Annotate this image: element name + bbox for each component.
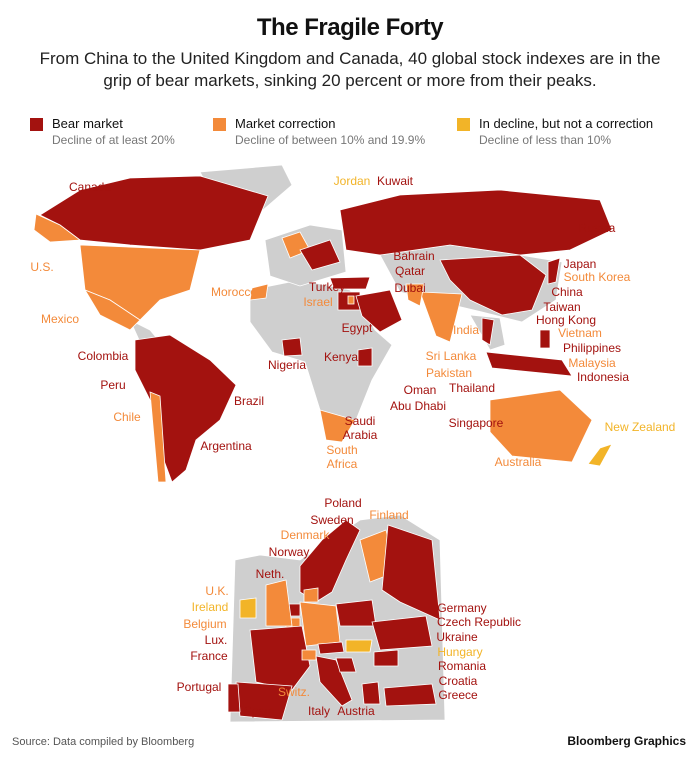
legend-swatch bbox=[30, 118, 43, 131]
country-label: Italy bbox=[307, 704, 331, 718]
country-label: Ireland bbox=[191, 600, 229, 614]
country-label: Portugal bbox=[176, 680, 222, 694]
legend-description: Decline of at least 20% bbox=[52, 133, 175, 147]
country-label: Sweden bbox=[310, 513, 354, 527]
country-label: Germany bbox=[437, 601, 487, 615]
country-label: Mexico bbox=[40, 312, 80, 326]
country-label: Kenya bbox=[323, 350, 359, 364]
source: Source: Data compiled by Bloomberg bbox=[12, 736, 195, 748]
country-label: Dubai bbox=[394, 281, 426, 295]
country-label: Denmark bbox=[280, 528, 330, 542]
country-label: Indonesia bbox=[576, 370, 630, 384]
legend-swatch bbox=[457, 118, 470, 131]
country-label: Poland bbox=[324, 496, 362, 510]
legend-label: Market correction bbox=[235, 116, 336, 131]
map bbox=[33, 164, 613, 723]
country-label: Czech Republic bbox=[436, 615, 522, 629]
legend-swatch bbox=[213, 118, 226, 131]
country-label: Peru bbox=[100, 378, 126, 392]
country-label: Thailand bbox=[448, 381, 496, 395]
country-label: Lux. bbox=[204, 633, 228, 647]
legend-description: Decline of less than 10% bbox=[479, 133, 612, 147]
legend-label: Bear market bbox=[52, 116, 123, 131]
shaded-countries bbox=[33, 175, 613, 721]
country-label: India bbox=[452, 323, 480, 337]
country-label: Colombia bbox=[77, 349, 129, 363]
country-label: Turkey bbox=[308, 280, 346, 294]
brand: Bloomberg Graphics bbox=[567, 734, 686, 748]
country-label: U.S. bbox=[30, 260, 54, 274]
country-label: Pakistan bbox=[425, 366, 473, 380]
country-label: Neth. bbox=[255, 567, 285, 581]
country-label: Nigeria bbox=[267, 358, 307, 372]
country-label: Chile bbox=[113, 410, 141, 424]
country-label: Vietnam bbox=[558, 326, 602, 340]
country-label: Jordan bbox=[333, 174, 371, 188]
country-label: Taiwan bbox=[543, 300, 581, 314]
country-label: U.K. bbox=[205, 584, 229, 598]
country-label: Brazil bbox=[233, 394, 265, 408]
country-label: Sri Lanka bbox=[425, 349, 477, 363]
country-label: Croatia bbox=[438, 674, 478, 688]
country-label: France bbox=[190, 649, 228, 663]
country-label: Bahrain bbox=[393, 249, 435, 263]
country-label: Saudi Arabia bbox=[342, 414, 378, 442]
country-label: Philippines bbox=[562, 341, 622, 355]
country-label: South Africa bbox=[326, 443, 358, 471]
country-label: Qatar bbox=[394, 264, 426, 278]
legend-label: In decline, but not a correction bbox=[479, 116, 654, 131]
country-label: Abu Dhabi bbox=[389, 399, 447, 413]
country-label: Norway bbox=[268, 545, 310, 559]
country-label: South Korea bbox=[563, 270, 631, 284]
country-label: Australia bbox=[494, 455, 542, 469]
country-label: New Zealand bbox=[604, 420, 676, 434]
country-label: Argentina bbox=[200, 439, 252, 453]
country-label: Spain bbox=[243, 704, 275, 718]
legend-description: Decline of between 10% and 19.9% bbox=[235, 133, 426, 147]
country-label: Hong Kong bbox=[535, 313, 597, 327]
country-label: Japan bbox=[563, 257, 597, 271]
country-label: Morocco bbox=[210, 285, 258, 299]
country-label: China bbox=[551, 285, 583, 299]
country-label: Kuwait bbox=[376, 174, 414, 188]
country-label: Singapore bbox=[448, 416, 504, 430]
country-label: Belgium bbox=[183, 617, 227, 631]
country-label: Romania bbox=[437, 659, 487, 673]
country-label: Austria bbox=[337, 704, 375, 718]
country-label: Greece bbox=[438, 688, 478, 702]
country-label: Malaysia bbox=[568, 356, 616, 370]
country-label: Russia bbox=[578, 221, 616, 235]
country-label: Egypt bbox=[341, 321, 373, 335]
country-label: Finland bbox=[369, 508, 409, 522]
country-label: Hungary bbox=[437, 645, 483, 659]
country-label: Switz. bbox=[277, 685, 311, 699]
subtitle: From China to the United Kingdom and Can… bbox=[39, 49, 661, 90]
country-label: Ukraine bbox=[436, 630, 478, 644]
country-label: Canada bbox=[68, 180, 112, 194]
title: The Fragile Forty bbox=[256, 14, 444, 41]
country-label: Oman bbox=[403, 383, 437, 397]
country-label: Israel bbox=[303, 295, 333, 309]
